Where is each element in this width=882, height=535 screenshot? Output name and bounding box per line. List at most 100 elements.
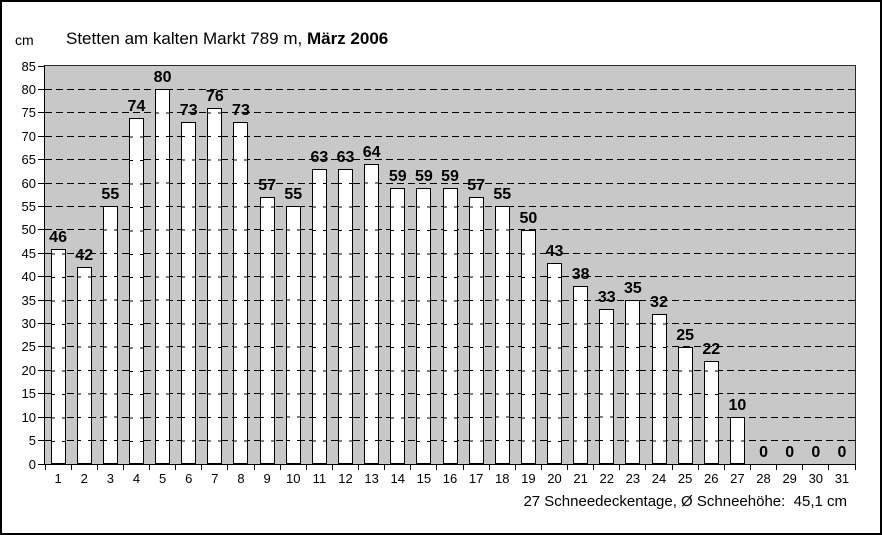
bar-day-20 bbox=[547, 262, 563, 464]
x-tick-17 bbox=[488, 465, 490, 470]
bar-day-6 bbox=[181, 122, 197, 464]
bar-day-16 bbox=[442, 187, 458, 464]
bar-value-day-8: 73 bbox=[232, 102, 250, 120]
x-tick-27 bbox=[749, 465, 751, 470]
x-tick-label-13: 13 bbox=[364, 471, 379, 486]
x-tick-28 bbox=[776, 465, 778, 470]
bar-value-day-27: 10 bbox=[728, 397, 747, 415]
bar-value-day-29: 0 bbox=[785, 444, 795, 461]
x-tick-29 bbox=[802, 465, 804, 470]
x-tick-label-4: 4 bbox=[132, 471, 141, 486]
y-tick-60 bbox=[38, 182, 44, 184]
bar-day-22 bbox=[599, 309, 615, 464]
x-tick-24 bbox=[671, 465, 673, 470]
bar-value-day-4: 74 bbox=[127, 97, 146, 115]
bar-value-day-5: 80 bbox=[153, 69, 172, 87]
x-tick-label-28: 28 bbox=[756, 471, 771, 486]
y-tick-label-25: 25 bbox=[21, 339, 36, 355]
plot-area: 46 42 55 74 80 73 76 73 57 55 63 63 64 59 59 59 57 55 50 43… bbox=[44, 65, 856, 465]
y-tick-label-60: 60 bbox=[21, 175, 36, 191]
bar-day-3 bbox=[102, 206, 118, 464]
x-tick-label-11: 11 bbox=[312, 471, 327, 486]
x-tick-3 bbox=[122, 465, 124, 470]
y-tick-65 bbox=[38, 159, 44, 161]
x-tick-label-6: 6 bbox=[185, 471, 193, 486]
bar-day-7 bbox=[207, 108, 223, 464]
x-tick-22 bbox=[619, 465, 621, 470]
x-tick-6 bbox=[201, 465, 203, 470]
y-tick-label-45: 45 bbox=[21, 245, 36, 261]
bar-day-12 bbox=[337, 169, 353, 464]
chart-title-station: Stetten am kalten Markt 789 m, bbox=[66, 29, 307, 48]
x-tick-18 bbox=[514, 465, 516, 470]
bar-value-day-23: 35 bbox=[623, 280, 642, 298]
bar-day-19 bbox=[520, 229, 536, 464]
x-tick-13 bbox=[384, 465, 386, 470]
y-tick-label-20: 20 bbox=[21, 362, 36, 378]
x-tick-label-12: 12 bbox=[338, 471, 353, 486]
bar-day-23 bbox=[625, 300, 641, 464]
y-tick-label-15: 15 bbox=[21, 386, 36, 402]
bar-value-day-9: 57 bbox=[258, 177, 276, 195]
y-tick-label-80: 80 bbox=[21, 81, 36, 97]
bar-value-day-19: 50 bbox=[519, 209, 538, 227]
y-tick-label-0: 0 bbox=[28, 456, 36, 472]
x-tick-14 bbox=[410, 465, 412, 470]
x-tick-label-31: 31 bbox=[834, 471, 850, 486]
x-tick-label-22: 22 bbox=[599, 471, 614, 486]
bar-day-5 bbox=[155, 89, 171, 464]
y-tick-25 bbox=[38, 346, 44, 348]
x-tick-label-5: 5 bbox=[158, 471, 167, 486]
bar-value-day-15: 59 bbox=[414, 167, 433, 185]
y-tick-label-85: 85 bbox=[21, 58, 36, 74]
gridline-70 bbox=[45, 135, 855, 137]
bar-day-2 bbox=[76, 267, 92, 464]
x-tick-11 bbox=[331, 465, 333, 470]
y-tick-50 bbox=[38, 229, 44, 231]
y-tick-10 bbox=[38, 416, 44, 418]
x-tick-label-20: 20 bbox=[547, 471, 562, 486]
y-tick-55 bbox=[38, 205, 44, 207]
y-tick-45 bbox=[38, 252, 44, 254]
x-tick-30 bbox=[828, 465, 830, 470]
x-tick-26 bbox=[723, 465, 725, 470]
summary-text: 27 Schneedeckentage, Ø Schneehöhe: 45,1 … bbox=[523, 493, 847, 510]
bar-value-day-30: 0 bbox=[811, 444, 821, 461]
bar-value-day-7: 76 bbox=[205, 88, 224, 106]
x-tick-15 bbox=[436, 465, 438, 470]
x-tick-9 bbox=[279, 465, 281, 470]
bar-day-8 bbox=[233, 122, 249, 464]
x-tick-1 bbox=[70, 465, 72, 470]
x-tick-label-17: 17 bbox=[468, 471, 484, 486]
x-tick-label-24: 24 bbox=[651, 471, 667, 486]
bar-day-24 bbox=[651, 314, 667, 464]
y-tick-label-5: 5 bbox=[28, 433, 36, 449]
bar-value-day-14: 59 bbox=[388, 167, 407, 185]
x-tick-2 bbox=[96, 465, 98, 470]
y-axis-unit-label: cm bbox=[15, 32, 34, 48]
x-tick-label-8: 8 bbox=[237, 471, 245, 486]
y-tick-label-35: 35 bbox=[21, 292, 36, 308]
x-tick-7 bbox=[227, 465, 229, 470]
x-tick-label-29: 29 bbox=[782, 471, 797, 486]
x-tick-label-14: 14 bbox=[390, 471, 405, 486]
x-tick-label-18: 18 bbox=[495, 471, 510, 486]
x-tick-10 bbox=[305, 465, 307, 470]
x-tick-4 bbox=[149, 465, 151, 470]
bar-value-day-22: 33 bbox=[597, 289, 616, 307]
y-tick-label-40: 40 bbox=[21, 269, 36, 285]
bar-day-13 bbox=[364, 164, 380, 464]
bar-day-17 bbox=[468, 197, 484, 464]
x-tick-label-26: 26 bbox=[704, 471, 719, 486]
x-tick-12 bbox=[358, 465, 360, 470]
bar-value-day-2: 42 bbox=[75, 247, 94, 265]
gridline-60 bbox=[45, 182, 855, 184]
x-tick-label-25: 25 bbox=[677, 471, 693, 486]
y-tick-label-50: 50 bbox=[21, 222, 36, 238]
x-tick-label-30: 30 bbox=[808, 471, 824, 486]
bar-value-day-17: 57 bbox=[467, 177, 486, 195]
chart-title: Stetten am kalten Markt 789 m, März 2006 bbox=[66, 29, 388, 49]
x-tick-label-16: 16 bbox=[442, 471, 458, 486]
